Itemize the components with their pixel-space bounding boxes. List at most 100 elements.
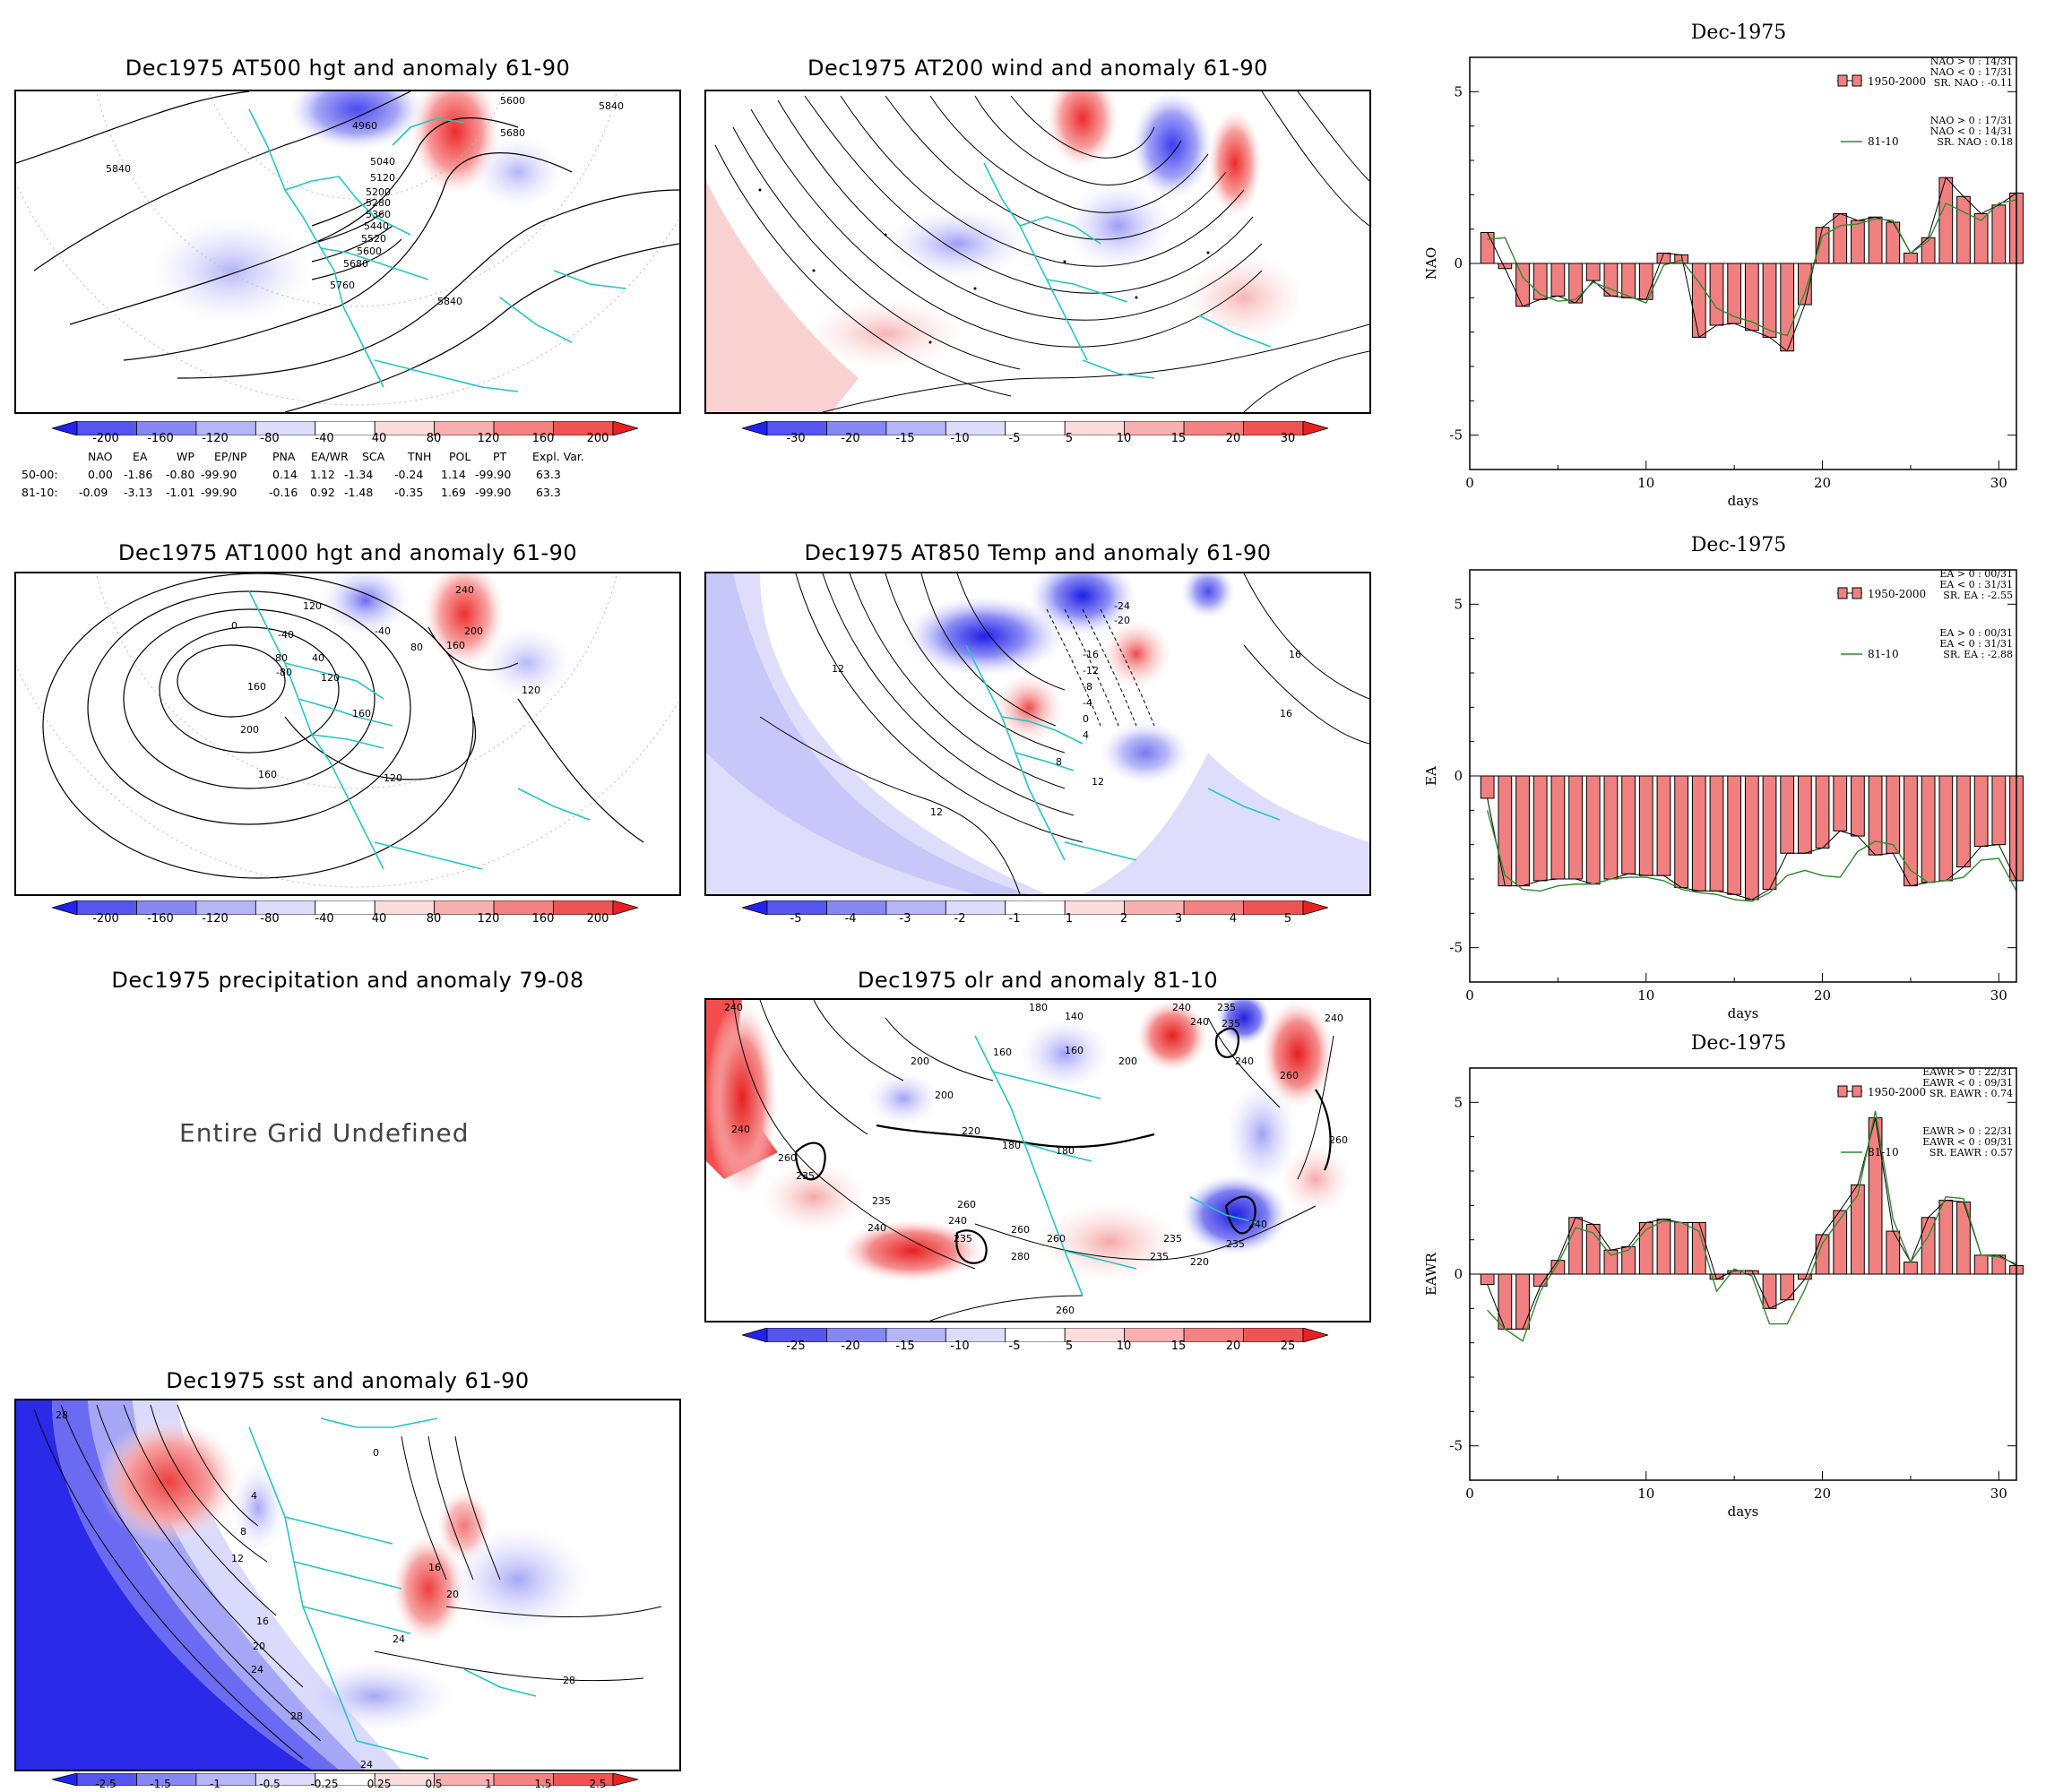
- olr-contour-label: 260: [1056, 1305, 1075, 1316]
- z1000-colorbar: [50, 900, 640, 916]
- bar: [1621, 1245, 1636, 1275]
- bar: [1515, 1273, 1530, 1330]
- sst-contour-label: 24: [360, 1759, 373, 1770]
- colorbar-tick: -160: [147, 912, 174, 926]
- t850-colorbar-labels: -5 -4 -3 -2 -1 1 2 3 4 5: [742, 912, 1328, 928]
- z1000-contour-label: 160: [258, 769, 277, 780]
- z1000-contour-label: 200: [464, 625, 483, 637]
- colorbar-end-arrow: [612, 900, 640, 916]
- t850-colorbar: [740, 900, 1330, 916]
- z1000-contour-label: 0: [231, 620, 237, 632]
- olr-contour-label: 200: [911, 1055, 929, 1067]
- z500-contour-label: 5600: [500, 95, 525, 107]
- y-tick-label: -5: [1449, 427, 1463, 444]
- z1000-contour-label: 40: [312, 652, 324, 664]
- sst-contour-label: 16: [428, 1562, 441, 1573]
- colorbar-tick: 5: [1065, 432, 1074, 445]
- index-value: -99.90: [201, 486, 237, 499]
- index-header: POL: [449, 450, 471, 463]
- index-table-row: 50-00: 0.00 -1.86 -0.80 -99.90 0.14 1.12…: [18, 466, 663, 484]
- bar: [1674, 1222, 1689, 1275]
- bar: [1744, 775, 1759, 900]
- bar: [1532, 775, 1548, 882]
- colorbar-tick: 1: [485, 1778, 492, 1790]
- colorbar-tick: -10: [950, 1340, 970, 1353]
- bar: [1762, 1273, 1777, 1309]
- sst-contour-label: 20: [446, 1589, 459, 1600]
- colorbar-tick: -15: [895, 432, 915, 445]
- z1000-contour-label: -40: [278, 629, 294, 641]
- t850-contour-label: 8: [1056, 756, 1062, 768]
- z500-contour-label: 4960: [352, 120, 377, 132]
- y-tick-label: 0: [1454, 255, 1463, 271]
- olr-contour-label: 140: [1065, 1011, 1083, 1022]
- y-tick-label: 5: [1454, 1094, 1463, 1110]
- sst-contour-label: 8: [240, 1526, 246, 1538]
- bar: [1833, 775, 1848, 831]
- colorbar-tick: 15: [1170, 432, 1187, 445]
- teleconnection-index-table: NAO EA WP EP/NP PNA EA/WR SCA TNH POL PT…: [18, 448, 663, 504]
- t850-svg: 12 12 16 16 -24 -20 -16 -12 -8 -4 0 4 8 …: [706, 573, 1369, 894]
- index-header: PT: [493, 450, 507, 463]
- index-table-row: 81-10: -0.09 -3.13 -1.01 -99.90 -0.16 0.…: [18, 484, 663, 502]
- t850-contour-label: 12: [1092, 776, 1104, 788]
- colorbar-tick: 120: [477, 912, 500, 926]
- x-axis-label: days: [1728, 493, 1759, 509]
- z500-contour-label: 5760: [330, 280, 355, 291]
- colorbar-tick: -5: [1008, 432, 1021, 445]
- z500-contour-label: 5840: [599, 100, 624, 112]
- bar: [1938, 775, 1954, 882]
- index-value: -1.34: [344, 468, 374, 481]
- z1000-contour-label: -80: [276, 667, 292, 678]
- colorbar-tick: 20: [1225, 1340, 1241, 1353]
- index-header: Expl. Var.: [532, 450, 584, 463]
- bar: [1550, 775, 1566, 880]
- t850-contour-label: -4: [1083, 697, 1092, 709]
- bar: [1515, 775, 1530, 887]
- sst-contour-label: 16: [256, 1615, 269, 1627]
- sst-contour-label: 28: [290, 1710, 303, 1722]
- sst-title: Dec1975 sst and anomaly 61-90: [166, 1368, 530, 1393]
- legend-label: 81-10: [1868, 1146, 1899, 1159]
- z1000-contour-label: 120: [384, 772, 402, 784]
- colorbar-tick: -5: [1008, 1340, 1021, 1353]
- z500-svg: 5840 4960 5600 5680 5840 5040 5120 5200 …: [16, 91, 679, 412]
- bar: [1515, 263, 1530, 307]
- legend-bar-swatch: [1852, 1085, 1862, 1098]
- bar: [1691, 263, 1706, 338]
- y-axis-label: NAO: [1423, 247, 1439, 280]
- z1000-contour-label: -80: [272, 652, 288, 664]
- t850-contour-label: 0: [1083, 713, 1089, 725]
- colorbar-tick: -2: [954, 912, 966, 926]
- bar: [1480, 1273, 1495, 1285]
- t850-contour-label: 12: [832, 663, 844, 675]
- index-value: -0.35: [394, 486, 424, 499]
- z500-contour-label: 5360: [366, 209, 391, 220]
- olr-contour-label: 260: [957, 1199, 976, 1210]
- x-tick-label: 20: [1814, 475, 1831, 491]
- bar: [1568, 775, 1583, 880]
- index-stat-text: EA > 0 : 00/31: [1939, 568, 2013, 580]
- y-axis-label: EAWR: [1423, 1252, 1439, 1296]
- series-line-81-10: [1487, 199, 2017, 337]
- colorbar-tick: 0.25: [367, 1778, 392, 1790]
- index-header: WP: [177, 450, 194, 463]
- nao-chart-title: Dec-1975: [1690, 22, 1787, 44]
- colorbar-tick: 40: [371, 432, 387, 445]
- eawr-chart: 5 0 -5 0 10 20 30 days EAWR 1950-2000 81-10 EAWR > …: [1416, 1064, 2025, 1530]
- z500-contour-label: 5120: [370, 172, 395, 184]
- precip-title: Dec1975 precipitation and anomaly 79-08: [111, 968, 584, 993]
- colorbar-tick: -200: [92, 912, 119, 926]
- x-tick-label: 10: [1637, 1486, 1654, 1502]
- index-value: -0.16: [269, 486, 298, 499]
- colorbar-tick: -25: [786, 1340, 806, 1353]
- colorbar-tick: -1.5: [150, 1778, 171, 1790]
- colorbar-tick: 30: [1280, 432, 1296, 445]
- sst-contour-label: 4: [251, 1490, 257, 1502]
- x-tick-label: 20: [1814, 1486, 1831, 1502]
- sst-contour-label: 12: [231, 1553, 244, 1564]
- bar: [1938, 1200, 1954, 1275]
- bar: [1938, 177, 1954, 264]
- index-stat-text: NAO > 0 : 17/31: [1930, 115, 2013, 126]
- colorbar-tick: -40: [315, 432, 334, 445]
